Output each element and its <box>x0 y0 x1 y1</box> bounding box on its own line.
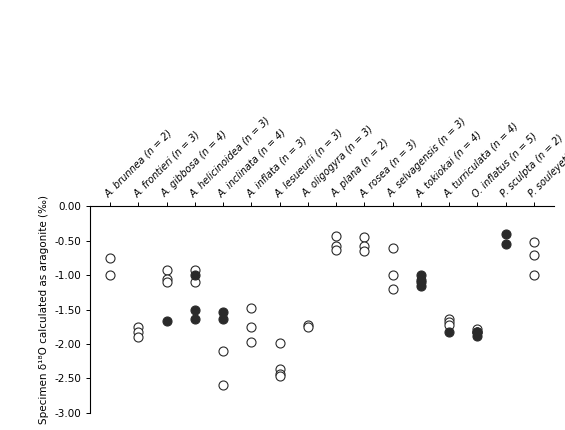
Y-axis label: Specimen δ¹⁸O calculated as aragonite (‰): Specimen δ¹⁸O calculated as aragonite (‰… <box>39 195 49 424</box>
